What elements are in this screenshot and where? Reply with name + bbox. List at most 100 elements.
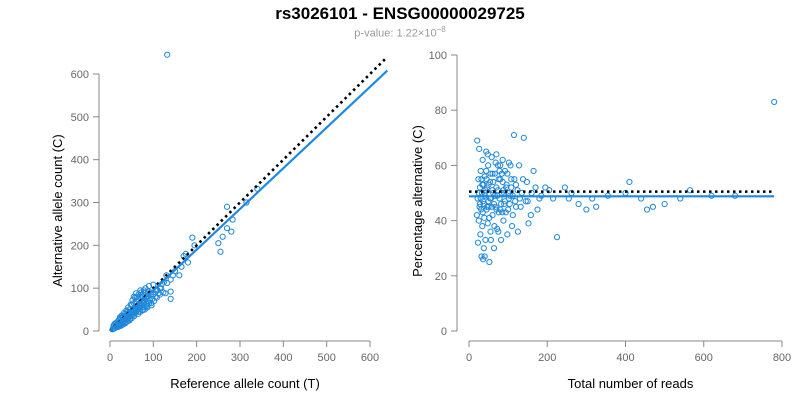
- right-data-point: [497, 162, 504, 169]
- right-data-point: [504, 170, 511, 177]
- right-data-point: [474, 239, 482, 246]
- right-data-point: [481, 253, 488, 260]
- right-data-point: [575, 200, 582, 208]
- right-data-point: [499, 178, 506, 186]
- left-data-point: [223, 225, 231, 232]
- right-data-point: [522, 198, 529, 205]
- right-x-tick-label: 0: [466, 352, 472, 364]
- left-y-axis-label: Alternative allele count (C): [50, 134, 65, 286]
- right-data-point: [474, 137, 481, 144]
- right-data-point: [502, 209, 509, 216]
- right-data-point: [495, 228, 502, 235]
- right-data-point: [482, 236, 489, 244]
- right-data-point: [483, 176, 490, 183]
- left-y-tick-label: 500: [71, 112, 89, 124]
- right-data-point: [500, 217, 507, 224]
- left-data-point: [219, 233, 226, 240]
- right-data-point: [525, 220, 532, 227]
- left-y-tick-label: 300: [71, 198, 89, 210]
- left-y-tick-label: 0: [83, 326, 89, 338]
- right-data-point: [493, 206, 500, 213]
- right-data-point: [520, 134, 527, 141]
- right-x-tick-label: 400: [616, 352, 634, 364]
- left-data-point: [143, 303, 150, 310]
- right-data-point: [519, 176, 527, 183]
- right-data-point: [487, 170, 494, 177]
- left-x-tick-label: 0: [107, 352, 113, 364]
- right-data-point: [477, 167, 484, 175]
- right-x-tick-label: 600: [695, 352, 713, 364]
- right-data-point: [508, 223, 516, 230]
- right-data-point: [481, 214, 488, 221]
- right-data-point: [509, 211, 516, 219]
- left-x-tick-label: 500: [317, 352, 335, 364]
- left-x-tick-label: 100: [144, 352, 162, 364]
- chart-title: rs3026101 - ENSG00000029725: [275, 4, 525, 23]
- right-data-point: [482, 187, 489, 194]
- left-reference-line: [109, 55, 389, 332]
- right-data-point: [649, 203, 656, 210]
- right-data-point: [475, 176, 482, 183]
- right-y-tick-label: 60: [435, 160, 447, 172]
- left-data-point: [176, 272, 183, 279]
- right-data-point: [524, 198, 531, 205]
- right-data-point: [506, 200, 513, 208]
- left-y-tick-label: 600: [71, 69, 89, 81]
- left-x-tick-label: 300: [231, 352, 249, 364]
- left-data-point: [189, 234, 196, 241]
- right-data-point: [486, 258, 493, 266]
- right-data-point: [593, 203, 600, 210]
- right-y-tick-label: 80: [435, 105, 447, 117]
- right-data-point: [487, 228, 494, 235]
- right-data-point: [561, 184, 568, 191]
- right-data-point: [479, 223, 486, 230]
- left-data-point: [167, 295, 174, 302]
- p-value-exponent: −8: [436, 25, 446, 34]
- right-data-point: [479, 156, 486, 163]
- right-data-point: [473, 211, 480, 219]
- right-data-point: [477, 231, 484, 238]
- right-data-point: [476, 145, 483, 152]
- right-data-point: [661, 200, 668, 208]
- left-data-point: [217, 248, 224, 255]
- right-data-point: [493, 151, 500, 158]
- chart-subtitle: p-value: 1.22×10−8: [0, 25, 800, 40]
- right-data-point: [512, 203, 520, 210]
- right-data-point: [480, 245, 487, 252]
- right-data-point: [483, 167, 490, 175]
- right-data-point: [527, 211, 534, 219]
- left-data-point: [125, 304, 132, 311]
- right-data-point: [490, 178, 497, 186]
- right-data-point: [771, 98, 778, 106]
- right-y-tick-label: 20: [435, 271, 447, 283]
- left-x-tick-label: 200: [187, 352, 205, 364]
- right-data-point: [517, 203, 524, 210]
- right-data-point: [510, 131, 518, 139]
- right-y-tick-label: 0: [441, 326, 447, 338]
- left-data-point: [228, 228, 235, 235]
- left-fit-line: [109, 69, 389, 332]
- right-data-point: [485, 162, 492, 169]
- left-data-point: [167, 288, 174, 295]
- right-data-point: [484, 220, 491, 227]
- left-y-tick-label: 400: [71, 155, 89, 167]
- left-data-point: [133, 293, 140, 300]
- left-data-point: [223, 203, 231, 210]
- left-data-point: [118, 312, 125, 319]
- left-x-tick-label: 600: [361, 352, 379, 364]
- right-data-point: [643, 206, 651, 213]
- right-data-point: [512, 181, 520, 188]
- left-y-tick-label: 200: [71, 240, 89, 252]
- left-x-axis-label: Reference allele count (T): [170, 376, 320, 391]
- left-data-point: [134, 303, 141, 310]
- right-data-point: [489, 187, 496, 194]
- right-data-point: [489, 170, 496, 177]
- right-data-point: [626, 178, 633, 186]
- right-data-point: [542, 184, 549, 191]
- right-data-point: [515, 162, 523, 169]
- right-data-point: [532, 184, 539, 191]
- right-x-tick-label: 800: [773, 352, 791, 364]
- left-data-point: [215, 240, 222, 247]
- right-x-axis-label: Total number of reads: [568, 376, 694, 391]
- right-data-point: [488, 203, 495, 210]
